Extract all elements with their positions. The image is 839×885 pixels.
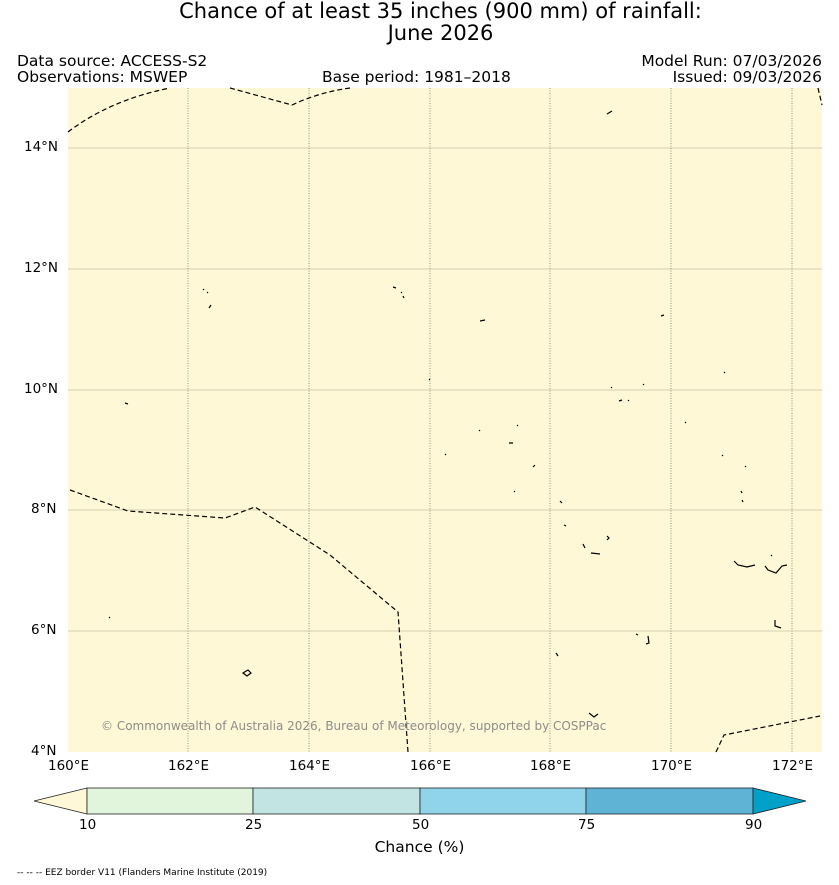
island — [478, 424, 519, 444]
copyright-text: © Commonwealth of Australia 2026, Bureau… — [101, 719, 607, 733]
map-title-line2: June 2026 — [387, 21, 494, 45]
island — [645, 635, 650, 645]
island — [770, 554, 773, 557]
lon-tick-label: 164°E — [289, 758, 331, 774]
island — [606, 535, 610, 541]
island — [733, 560, 756, 568]
observations-text: Observations: MSWEP — [17, 68, 188, 86]
lon-tick-label: 162°E — [168, 758, 210, 774]
lon-tick-label: 170°E — [651, 758, 693, 774]
island — [582, 543, 601, 555]
island — [559, 500, 563, 504]
island — [588, 712, 599, 718]
longitude-gridlines — [187, 88, 793, 752]
map-background — [68, 88, 822, 752]
issued-text: Issued: 09/03/2026 — [672, 68, 822, 86]
eez-borders — [67, 87, 823, 753]
lon-tick-label: 168°E — [530, 758, 572, 774]
island — [721, 454, 747, 468]
islands — [108, 110, 788, 718]
island — [208, 304, 212, 309]
island — [660, 314, 665, 317]
eez-border-se — [715, 715, 821, 753]
colorbar-tick-label: 25 — [245, 817, 263, 833]
island — [124, 402, 129, 405]
base-period-text: Base period: 1981–2018 — [322, 68, 511, 86]
island — [764, 564, 788, 574]
island — [513, 490, 516, 493]
eez-border-ne — [817, 87, 823, 106]
colorbar-label: Chance (%) — [374, 838, 465, 856]
lat-tick-label: 10°N — [24, 381, 59, 397]
island — [606, 110, 613, 115]
lat-tick-label: 8°N — [31, 501, 57, 517]
latitude-gridlines — [68, 147, 822, 632]
island — [202, 288, 209, 294]
island — [684, 421, 687, 424]
eez-border-north — [229, 87, 351, 106]
lat-tick-label: 14°N — [24, 139, 59, 155]
colorbar-tick-label: 10 — [79, 817, 97, 833]
colorbar-tick-label: 90 — [745, 817, 763, 833]
lat-tick-label: 12°N — [24, 260, 59, 276]
island — [610, 383, 645, 389]
lat-tick-label: 6°N — [31, 622, 57, 638]
data-source-text: Data source: ACCESS-S2 — [17, 52, 208, 70]
island — [723, 371, 726, 374]
lat-tick-label: 4°N — [31, 743, 57, 759]
island — [241, 669, 252, 677]
colorbar-tick-label: 75 — [578, 817, 596, 833]
map-title-line1: Chance of at least 35 inches (900 mm) of… — [179, 0, 702, 23]
island — [740, 490, 744, 503]
island — [774, 620, 782, 629]
eez-border-nw — [67, 87, 171, 133]
island — [479, 319, 486, 322]
island — [532, 464, 536, 468]
island — [563, 524, 567, 527]
lon-tick-label: 172°E — [772, 758, 814, 774]
island — [635, 633, 639, 636]
island — [428, 378, 431, 381]
island — [444, 453, 447, 456]
lon-tick-label: 160°E — [48, 758, 90, 774]
eez-border-central — [69, 489, 409, 753]
island — [108, 616, 111, 619]
lon-tick-label: 166°E — [410, 758, 452, 774]
island — [618, 399, 630, 402]
eez-legend-text: -- -- -- EEZ border V11 (Flanders Marine… — [17, 868, 268, 878]
island — [392, 286, 405, 299]
model-run-text: Model Run: 07/03/2026 — [641, 52, 822, 70]
colorbar-tick-label: 50 — [412, 817, 430, 833]
island — [555, 652, 559, 657]
